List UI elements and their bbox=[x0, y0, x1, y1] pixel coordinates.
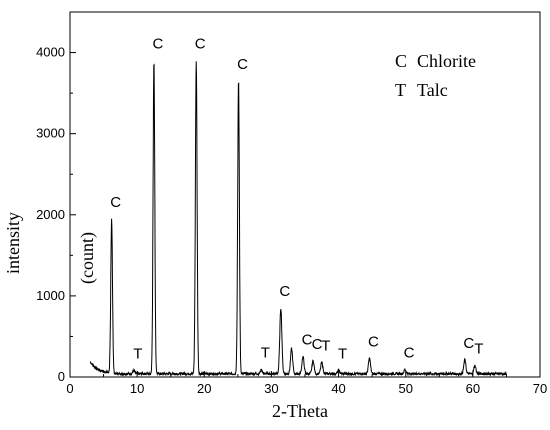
y-tick-label: 2000 bbox=[36, 207, 65, 222]
x-axis-title: 2-Theta bbox=[272, 401, 328, 421]
peak-label: C bbox=[404, 345, 415, 362]
peak-label: C bbox=[110, 194, 121, 211]
legend: C Chlorite T Talc bbox=[395, 51, 476, 100]
peak-label: C bbox=[463, 335, 474, 352]
peak-label: C bbox=[302, 332, 313, 349]
peak-label: C bbox=[312, 336, 323, 353]
legend-label-talc: Talc bbox=[417, 80, 448, 100]
y-tick-label: 1000 bbox=[36, 288, 65, 303]
peak-label: C bbox=[368, 333, 379, 350]
peak-label: C bbox=[153, 36, 164, 53]
x-tick-label: 60 bbox=[466, 381, 480, 396]
peak-label: C bbox=[195, 36, 206, 53]
peak-label: T bbox=[474, 341, 483, 358]
x-tick-label: 50 bbox=[398, 381, 412, 396]
legend-label-chlorite: Chlorite bbox=[417, 51, 476, 71]
y-tick-label: 3000 bbox=[36, 126, 65, 141]
x-tick-label: 70 bbox=[533, 381, 547, 396]
y-tick-label: 4000 bbox=[36, 45, 65, 60]
x-tick-label: 30 bbox=[264, 381, 278, 396]
peak-label: C bbox=[279, 283, 290, 300]
x-tick-label: 20 bbox=[197, 381, 211, 396]
peak-label: T bbox=[321, 337, 330, 354]
y-axis-title: intensity bbox=[3, 212, 23, 274]
peak-label: T bbox=[261, 345, 270, 362]
xrd-pattern-line bbox=[89, 61, 507, 377]
legend-symbol-chlorite: C bbox=[395, 51, 407, 71]
y-tick-label: 0 bbox=[58, 369, 65, 384]
peak-label: T bbox=[338, 346, 347, 363]
legend-symbol-talc: T bbox=[395, 80, 406, 100]
y-axis-unit: (count) bbox=[77, 232, 98, 284]
peak-label: C bbox=[237, 56, 248, 73]
peak-label: T bbox=[133, 346, 142, 363]
x-tick-label: 10 bbox=[130, 381, 144, 396]
x-tick-label: 0 bbox=[66, 381, 73, 396]
x-tick-label: 40 bbox=[331, 381, 345, 396]
